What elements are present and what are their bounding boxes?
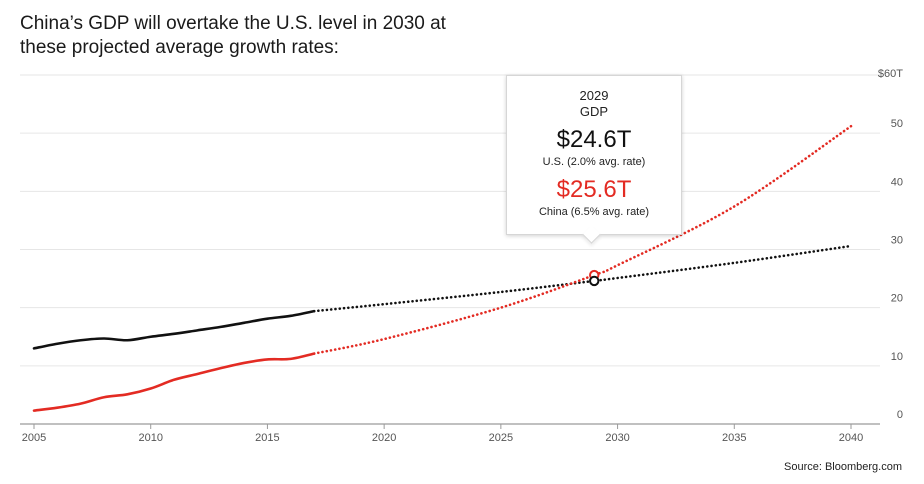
chart-title: China’s GDP will overtake the U.S. level… bbox=[20, 12, 540, 60]
x-tick-label: 2040 bbox=[839, 432, 863, 444]
gridlines bbox=[20, 74, 880, 367]
y-axis-ticks: $60T 50 40 30 20 10 0 bbox=[878, 68, 903, 421]
y-tick-label: 40 bbox=[891, 176, 903, 188]
chart-title-line-1: China’s GDP will overtake the U.S. level… bbox=[20, 13, 446, 34]
highlight-markers bbox=[589, 269, 600, 287]
x-tick-label: 2015 bbox=[255, 432, 279, 444]
source-note: Source: Bloomberg.com bbox=[784, 461, 902, 473]
y-tick-label: 50 bbox=[891, 118, 903, 130]
x-tick-label: 2005 bbox=[22, 432, 46, 444]
x-tick-label: 2035 bbox=[722, 432, 746, 444]
x-tick-label: 2020 bbox=[372, 432, 396, 444]
x-axis: 2005 2010 2015 2020 2025 2030 2035 2040 bbox=[20, 423, 880, 444]
y-tick-label: 0 bbox=[897, 409, 903, 421]
y-tick-label: $60T bbox=[878, 68, 903, 80]
tooltip-year: 2029 bbox=[579, 88, 609, 103]
tooltip-us-value: $24.6T bbox=[556, 126, 632, 153]
china-projected-line bbox=[312, 124, 853, 355]
y-tick-label: 10 bbox=[891, 351, 903, 363]
us-actual-line bbox=[32, 309, 316, 350]
tooltip-us-label: U.S. (2.0% avg. rate) bbox=[542, 156, 646, 168]
us-highlight-point bbox=[589, 275, 600, 287]
x-tick-label: 2030 bbox=[605, 432, 629, 444]
y-tick-label: 30 bbox=[891, 235, 903, 247]
x-tick-label: 2010 bbox=[138, 432, 162, 444]
series-lines bbox=[32, 124, 853, 412]
y-tick-label: 20 bbox=[891, 293, 903, 305]
tooltip-china-value: $25.6T bbox=[556, 176, 632, 203]
tooltip-china-label: China (6.5% avg. rate) bbox=[538, 206, 650, 218]
x-tick-label: 2025 bbox=[489, 432, 513, 444]
chart-title-line-2: these projected average growth rates: bbox=[20, 37, 339, 58]
gdp-tooltip: 2029 GDP $24.6T U.S. (2.0% avg. rate) $2… bbox=[506, 75, 682, 235]
china-actual-line bbox=[32, 352, 316, 412]
tooltip-metric: GDP bbox=[579, 104, 609, 119]
